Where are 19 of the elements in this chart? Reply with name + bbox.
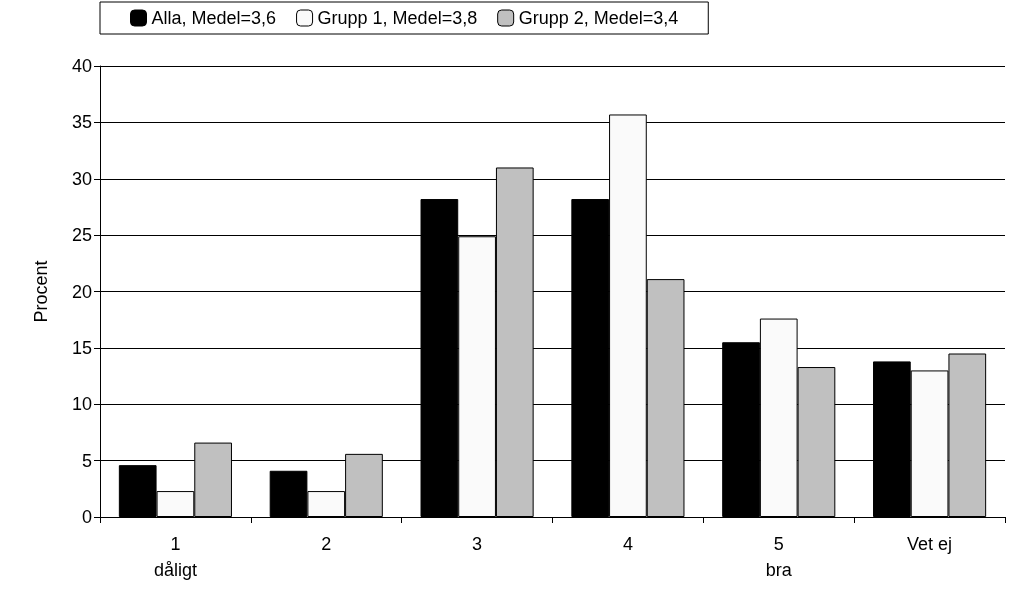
x-tick-label: 1 dåligt <box>153 534 197 580</box>
y-tick-label: 0 <box>81 507 92 527</box>
y-tick-label: 30 <box>71 168 92 189</box>
legend-label: Alla, Medel=3,6 <box>151 8 277 28</box>
x-tick-label: 3 <box>472 534 483 554</box>
y-axis-title: Procent <box>31 260 51 323</box>
y-tick-label: 20 <box>71 281 92 302</box>
x-tick-label: 5 bra <box>765 534 793 580</box>
x-tick-label: Vet ej <box>907 534 953 554</box>
y-tick-label: 25 <box>71 225 92 246</box>
y-tick-label: 40 <box>71 56 92 76</box>
x-tick-label: 2 <box>321 534 332 554</box>
x-tick-label: 4 <box>622 534 633 554</box>
legend-label: Grupp 2, Medel=3,4 <box>518 8 679 28</box>
y-tick-label: 35 <box>71 112 92 133</box>
y-tick-label: 10 <box>71 394 92 415</box>
y-tick-label: 15 <box>71 337 92 358</box>
y-tick-label: 5 <box>81 450 92 471</box>
legend-label: Grupp 1, Medel=3,8 <box>317 8 478 28</box>
